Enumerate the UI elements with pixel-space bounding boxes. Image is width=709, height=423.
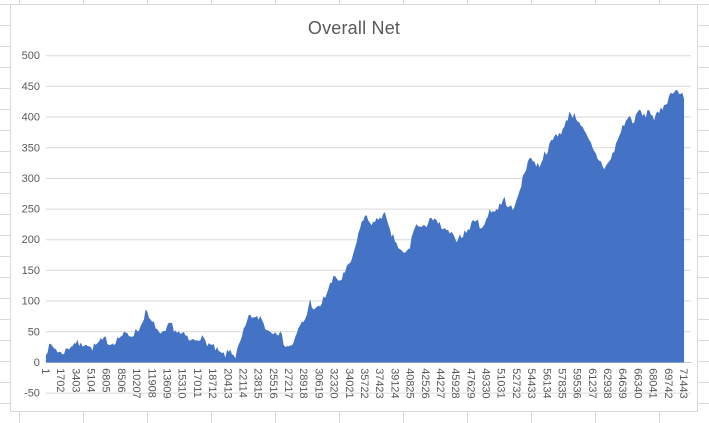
x-tick-label: 59536 [571, 368, 583, 398]
x-tick-label: 45928 [449, 368, 461, 398]
x-tick-label: 20413 [221, 368, 233, 398]
y-tick-label: 500 [22, 50, 40, 62]
x-tick-label: 51031 [495, 368, 507, 398]
x-tick-label: 57835 [556, 368, 568, 398]
x-tick-label: 68041 [647, 368, 659, 398]
x-tick-label: 23815 [252, 368, 264, 398]
y-tick-label: 0 [34, 357, 40, 369]
x-tick-label: 25516 [267, 368, 279, 398]
chart-frame[interactable]: Overall Net 500 450 400 350 300 250 200 150 100 5… [10, 4, 698, 412]
x-tick-label: 62938 [601, 368, 613, 398]
chart-title: Overall Net [307, 18, 401, 38]
x-tick-label: 3403 [69, 368, 81, 392]
x-tick-label: 49330 [480, 368, 492, 398]
x-tick-label: 47629 [464, 368, 476, 398]
x-tick-label: 22114 [236, 368, 248, 398]
x-tick-label: 34021 [343, 368, 355, 398]
x-tick-label: 54433 [525, 368, 537, 398]
x-tick-label: 1702 [54, 368, 66, 392]
y-tick-label: 350 [22, 142, 40, 154]
x-tick-label: 13609 [160, 368, 172, 398]
y-tick-label: 150 [22, 265, 40, 277]
x-tick-label: 42526 [419, 368, 431, 398]
x-tick-label: 37423 [373, 368, 385, 398]
x-tick-label: 40825 [404, 368, 416, 398]
x-tick-label: 11908 [145, 368, 157, 398]
x-tick-label: 39124 [388, 368, 400, 398]
x-tick-label: 10207 [130, 368, 142, 398]
x-axis-labels: 1 1702 3403 5104 6805 8506 10207 11908 13609 1531… [39, 368, 689, 398]
x-tick-label: 15310 [176, 368, 188, 398]
x-tick-label: 30619 [312, 368, 324, 398]
x-tick-label: 32320 [328, 368, 340, 398]
y-tick-label: 250 [22, 204, 40, 216]
x-tick-label: 17011 [191, 368, 203, 398]
x-tick-label: 5104 [84, 368, 96, 392]
x-tick-label: 61237 [586, 368, 598, 398]
x-tick-label: 1 [39, 368, 51, 374]
y-tick-label: 400 [22, 112, 40, 124]
x-tick-label: 66340 [631, 368, 643, 398]
x-tick-label: 44227 [434, 368, 446, 398]
y-tick-label: 100 [22, 296, 40, 308]
y-tick-label: 200 [22, 234, 40, 246]
x-tick-label: 56134 [540, 368, 552, 398]
area-series[interactable] [45, 90, 685, 363]
x-tick-label: 18712 [206, 368, 218, 398]
x-tick-label: 52732 [510, 368, 522, 398]
y-tick-label: 300 [22, 173, 40, 185]
x-tick-label: 27217 [282, 368, 294, 398]
y-tick-label: 50 [28, 326, 40, 338]
x-tick-label: 8506 [115, 368, 127, 392]
x-tick-label: 71443 [677, 368, 689, 398]
x-tick-label: 35722 [358, 368, 370, 398]
x-tick-label: 28918 [297, 368, 309, 398]
x-tick-label: 69742 [662, 368, 674, 398]
x-tick-label: 64639 [616, 368, 628, 398]
y-tick-label: -50 [24, 388, 40, 400]
x-tick-label: 6805 [100, 368, 112, 392]
y-tick-label: 450 [22, 81, 40, 93]
